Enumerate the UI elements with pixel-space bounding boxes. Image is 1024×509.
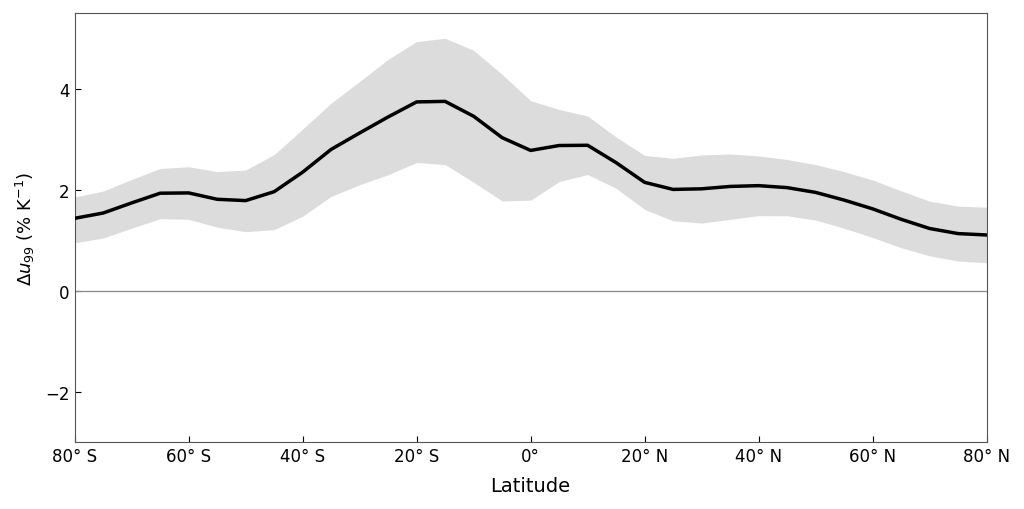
Y-axis label: $\Delta u_{99}$ (% K$^{-1}$): $\Delta u_{99}$ (% K$^{-1}$) (14, 171, 37, 285)
X-axis label: Latitude: Latitude (490, 476, 570, 495)
